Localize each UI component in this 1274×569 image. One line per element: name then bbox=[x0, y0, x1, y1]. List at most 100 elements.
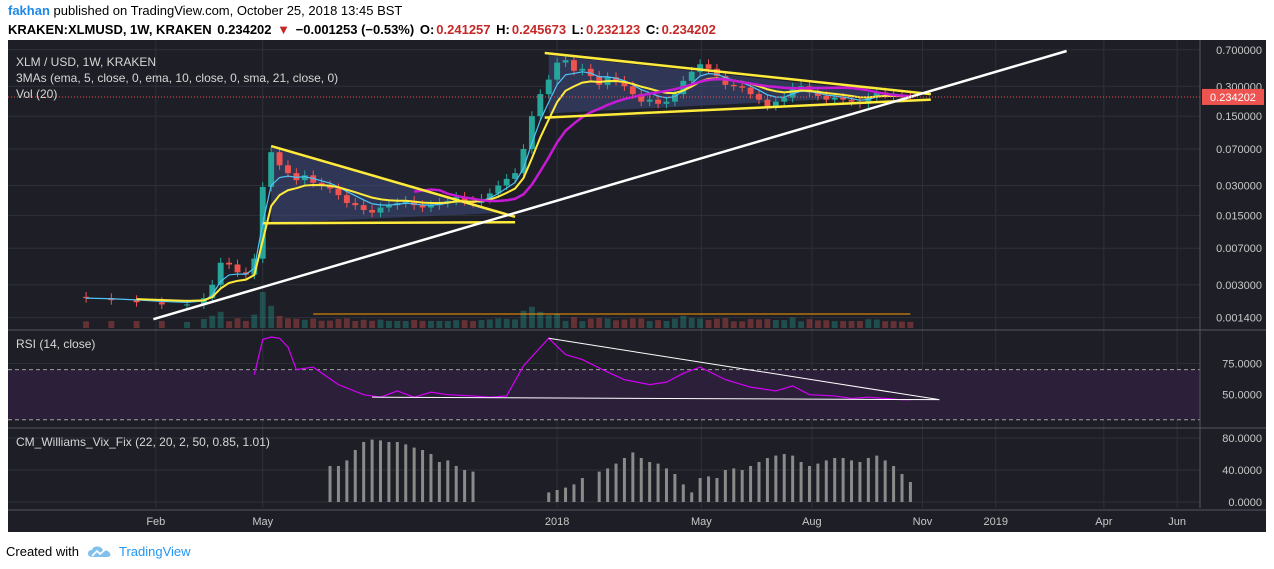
vix-bar bbox=[850, 460, 854, 502]
volume-bar bbox=[285, 318, 291, 328]
volume-bar bbox=[764, 319, 771, 328]
volume-bar bbox=[789, 317, 796, 328]
vix-bar bbox=[395, 442, 399, 502]
volume-bar bbox=[520, 310, 527, 328]
candle-body bbox=[537, 94, 544, 117]
vix-bar bbox=[740, 470, 744, 502]
candle-body bbox=[730, 84, 737, 87]
volume-bar bbox=[226, 321, 233, 328]
volume-bar bbox=[621, 319, 628, 328]
candle-body bbox=[512, 173, 519, 179]
vix-bar bbox=[673, 474, 677, 502]
chart-svg[interactable]: Feb May 2018 May Aug Nov 2019 Apr Jun0.7000000.3… bbox=[8, 40, 1266, 532]
candle-body bbox=[419, 205, 426, 208]
y-tick-label: 0.001400 bbox=[1216, 313, 1262, 325]
vix-bar bbox=[807, 466, 811, 502]
tradingview-link[interactable]: TradingView bbox=[118, 544, 191, 559]
volume-bar bbox=[730, 321, 737, 328]
vix-bar bbox=[463, 470, 467, 502]
volume-bar bbox=[428, 320, 434, 328]
volume-bar bbox=[882, 321, 889, 328]
volume-bar bbox=[343, 318, 350, 328]
volume-bar bbox=[781, 320, 788, 328]
y-tick-label: 0.003000 bbox=[1216, 280, 1262, 292]
rsi-legend: RSI (14, close) bbox=[16, 337, 95, 351]
candle-body bbox=[739, 86, 746, 88]
candle-body bbox=[747, 87, 754, 95]
high-label: H: bbox=[496, 22, 510, 37]
volume-bar bbox=[327, 320, 333, 328]
volume-bar bbox=[806, 319, 813, 328]
candle-body bbox=[360, 205, 367, 210]
candle-body bbox=[865, 97, 872, 104]
volume-bar bbox=[604, 318, 611, 328]
volume-bar bbox=[714, 318, 720, 328]
y-tick-label: 0.015000 bbox=[1216, 210, 1262, 222]
volume-bar bbox=[411, 319, 418, 328]
triangle1-lower-trendline bbox=[263, 220, 516, 225]
volume-bar bbox=[671, 318, 678, 328]
volume-bar bbox=[209, 315, 216, 328]
volume-bar bbox=[503, 318, 510, 328]
volume-bar bbox=[596, 317, 603, 328]
symbol-label: KRAKEN:XLMUSD, 1W, KRAKEN bbox=[8, 22, 212, 37]
candle-body bbox=[377, 207, 384, 213]
volume-bar bbox=[865, 319, 872, 328]
vix-bar bbox=[858, 462, 862, 502]
vix-bar bbox=[387, 442, 391, 502]
candle-body bbox=[242, 272, 249, 275]
x-tick-label: Apr bbox=[1095, 516, 1112, 528]
vix-bar bbox=[715, 478, 719, 502]
candle-body bbox=[655, 99, 662, 104]
vix-bar bbox=[404, 444, 408, 502]
author-link[interactable]: fakhan bbox=[8, 3, 50, 18]
vix-bar bbox=[547, 492, 551, 502]
candle-body bbox=[671, 94, 678, 102]
volume-bar bbox=[251, 314, 258, 328]
volume-bar bbox=[360, 319, 367, 328]
candle-body bbox=[621, 80, 628, 87]
vix-bar bbox=[446, 460, 450, 502]
chart-area[interactable]: Feb May 2018 May Aug Nov 2019 Apr Jun 0.700000 0.3… bbox=[8, 40, 1266, 532]
volume-bar bbox=[571, 317, 577, 328]
axes: Feb May 2018 May Aug Nov 2019 Apr Jun0.7000000.3… bbox=[8, 40, 1266, 528]
rsi-tick-label: 50.0000 bbox=[1222, 390, 1262, 402]
y-tick-label: 0.007000 bbox=[1216, 243, 1262, 255]
volume-bar bbox=[419, 320, 426, 328]
rsi-tick-label: 75.0000 bbox=[1222, 358, 1262, 370]
x-tick-label: Aug bbox=[802, 516, 822, 528]
vix-bar bbox=[765, 458, 769, 502]
rsi-upper-trendline bbox=[548, 337, 940, 401]
vix-bar bbox=[698, 478, 702, 502]
candle-body bbox=[285, 165, 291, 174]
vix-bar bbox=[606, 468, 610, 502]
candle-body bbox=[411, 200, 418, 206]
x-tick-label: May bbox=[691, 516, 712, 528]
candle-body bbox=[226, 262, 233, 265]
candle-body bbox=[554, 62, 561, 80]
volume-bar bbox=[823, 320, 830, 328]
candle-body bbox=[823, 95, 830, 100]
candle-body bbox=[217, 262, 224, 285]
volume-bar bbox=[562, 320, 569, 328]
low-label: L: bbox=[571, 22, 584, 37]
legend-mas: 3MAs (ema, 5, close, 0, ema, 10, close, … bbox=[16, 71, 338, 85]
candle-body bbox=[402, 200, 409, 203]
candle-body bbox=[520, 148, 527, 174]
volume-bar bbox=[377, 319, 384, 328]
candle-body bbox=[848, 99, 855, 102]
candle-body bbox=[486, 193, 493, 199]
candle-body bbox=[268, 152, 275, 187]
volume-bar bbox=[512, 319, 519, 328]
vix-bar bbox=[774, 455, 778, 502]
ohlc-line: KRAKEN:XLMUSD, 1W, KRAKEN 0.234202 ▼ −0.… bbox=[8, 22, 718, 37]
vix-bar bbox=[866, 458, 870, 502]
volume-bar bbox=[587, 318, 594, 328]
volume-bar bbox=[108, 321, 115, 328]
candle-body bbox=[293, 173, 300, 181]
candle-body bbox=[814, 92, 821, 96]
candle-body bbox=[840, 97, 847, 100]
vix-bar bbox=[345, 460, 349, 502]
volume-bar bbox=[158, 320, 165, 328]
close-value: 0.234202 bbox=[661, 22, 716, 37]
